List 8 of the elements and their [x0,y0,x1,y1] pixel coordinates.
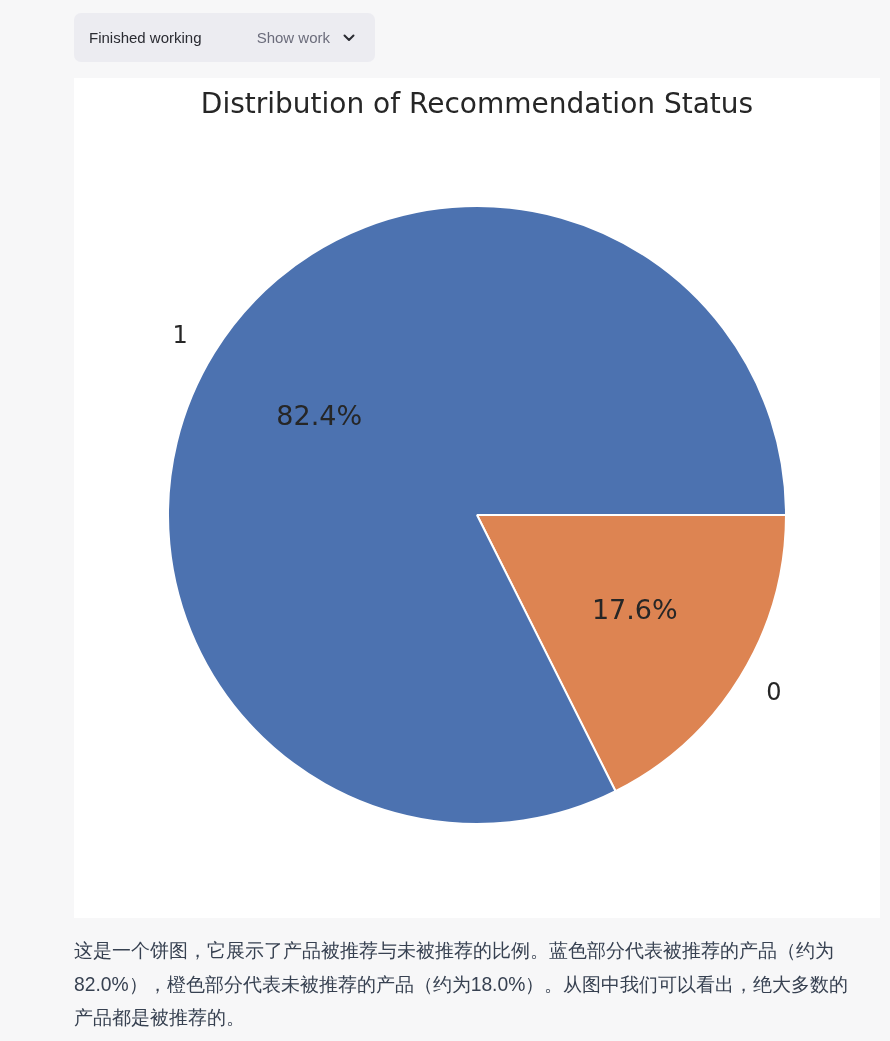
slice-label: 0 [766,677,782,706]
text: Finished working [89,29,202,46]
chart-title: Distribution of Recommendation Status [200,87,754,121]
text: Show work [256,29,330,46]
text: 这是一个饼图，它展示了产品被推荐与未被推荐的比例。蓝色部分代表被推荐的产品（约为82.0%），橙色部分代表未被推荐的产品（约为18.0%）。从图中我们可以看出，绝大多数的产品都是被推荐的。 [74,939,850,1030]
data-label: 82.4% [276,399,363,431]
slice-label: 1 [172,320,188,349]
data-label: 17.6% [591,594,678,626]
